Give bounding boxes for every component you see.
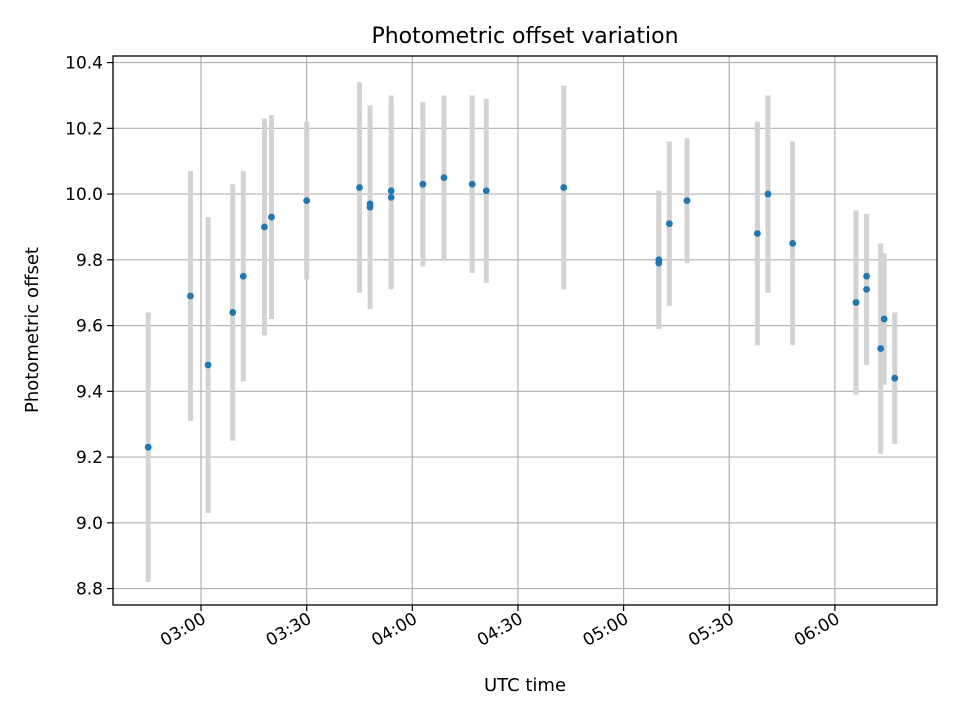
data-point xyxy=(877,345,885,352)
data-point xyxy=(204,361,212,369)
y-tick-label: 8.8 xyxy=(76,580,103,600)
data-point xyxy=(863,286,870,293)
data-point xyxy=(754,230,761,237)
data-point xyxy=(239,272,247,280)
chart-title: Photometric offset variation xyxy=(371,24,678,49)
y-tick-label: 10.0 xyxy=(65,185,103,205)
y-axis-label: Photometric offset xyxy=(22,247,43,413)
y-tick-label: 9.2 xyxy=(76,448,103,468)
data-point xyxy=(665,220,673,228)
data-point xyxy=(356,184,363,191)
y-tick-label: 9.0 xyxy=(76,514,103,534)
x-axis-label: UTC time xyxy=(484,675,566,696)
data-point xyxy=(863,272,870,280)
plot-frame xyxy=(112,55,938,606)
data-point xyxy=(891,374,899,382)
y-tick-label: 9.4 xyxy=(76,382,103,402)
data-point xyxy=(268,213,275,221)
data-point xyxy=(852,299,860,306)
data-point xyxy=(440,174,448,182)
data-point xyxy=(419,180,427,188)
data-point xyxy=(468,180,476,188)
data-point xyxy=(303,197,311,205)
data-point xyxy=(187,292,194,300)
data-point xyxy=(229,309,237,316)
data-points xyxy=(144,174,899,451)
y-tick-label: 10.2 xyxy=(65,119,103,139)
data-point xyxy=(683,197,691,205)
y-tick-label: 10.4 xyxy=(65,54,103,74)
data-point xyxy=(261,223,268,231)
data-point xyxy=(144,443,152,451)
data-point xyxy=(387,187,395,195)
data-point xyxy=(482,187,490,195)
data-point xyxy=(880,315,888,323)
y-tick-label: 9.8 xyxy=(76,251,103,271)
data-point xyxy=(764,190,772,198)
data-point xyxy=(655,259,663,267)
data-point xyxy=(560,184,568,191)
data-point xyxy=(366,200,374,208)
y-tick-label: 9.6 xyxy=(76,317,103,337)
data-point xyxy=(387,193,395,201)
data-point xyxy=(789,239,797,247)
